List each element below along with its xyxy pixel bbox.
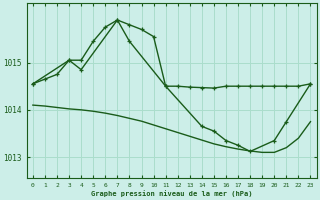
X-axis label: Graphe pression niveau de la mer (hPa): Graphe pression niveau de la mer (hPa) <box>91 190 252 197</box>
